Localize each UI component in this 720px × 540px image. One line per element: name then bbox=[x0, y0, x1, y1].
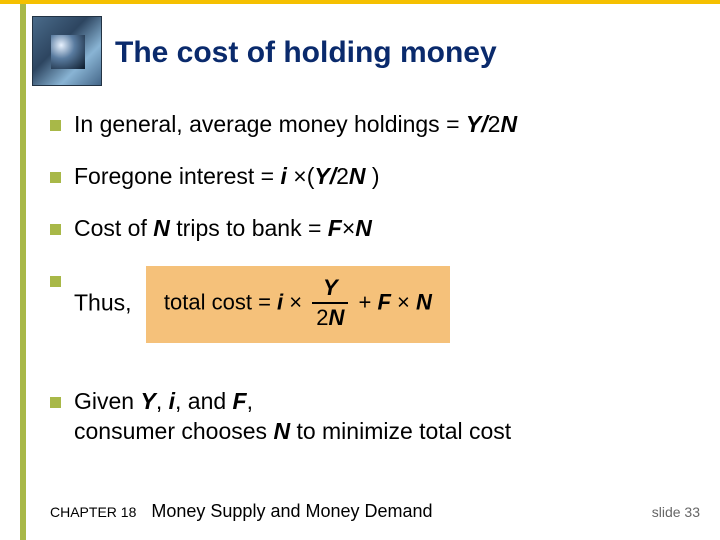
text: ×( bbox=[293, 163, 314, 189]
bullet-icon bbox=[50, 397, 61, 408]
text: × bbox=[342, 215, 355, 241]
text: Given bbox=[74, 388, 140, 414]
var: F bbox=[328, 215, 342, 241]
var: F bbox=[233, 388, 247, 414]
text: to minimize total cost bbox=[290, 418, 511, 444]
bullet-text: Cost of N trips to bank = F×N bbox=[74, 214, 372, 244]
var: N bbox=[355, 215, 372, 241]
bullet-text: Foregone interest = i ×(Y/2N ) bbox=[74, 162, 380, 192]
eq: = bbox=[252, 289, 277, 314]
slide-number: slide 33 bbox=[652, 504, 700, 520]
slide-label: slide bbox=[652, 504, 685, 520]
denominator: 2N bbox=[312, 304, 348, 333]
text: ) bbox=[372, 163, 380, 189]
op: × bbox=[391, 289, 416, 314]
bullet-text: Given Y, i, and F, consumer chooses N to… bbox=[74, 387, 511, 447]
text: 2 bbox=[488, 111, 501, 137]
op: × bbox=[283, 289, 308, 314]
slide-no: 33 bbox=[684, 504, 700, 520]
footer-left: CHAPTER 18 Money Supply and Money Demand bbox=[50, 501, 433, 522]
text: trips to bank = bbox=[170, 215, 328, 241]
bullet-3: Cost of N trips to bank = F×N bbox=[50, 214, 690, 244]
bullet-5: Given Y, i, and F, consumer chooses N to… bbox=[50, 387, 690, 447]
bullet-icon bbox=[50, 224, 61, 235]
var: N bbox=[500, 111, 517, 137]
var: N bbox=[273, 418, 290, 444]
var: N bbox=[153, 215, 170, 241]
text: 2 bbox=[316, 305, 328, 330]
content-area: In general, average money holdings = Y/2… bbox=[50, 110, 690, 469]
var: Y/ bbox=[314, 163, 336, 189]
formula-label: total cost bbox=[164, 289, 252, 314]
text: 2 bbox=[336, 163, 349, 189]
op: + bbox=[352, 289, 377, 314]
text: , bbox=[247, 388, 253, 414]
numerator: Y bbox=[312, 274, 348, 305]
corner-decorative-image bbox=[32, 16, 102, 86]
text: Cost of bbox=[74, 215, 153, 241]
var: N bbox=[416, 289, 432, 314]
var: Y bbox=[140, 388, 155, 414]
footer: CHAPTER 18 Money Supply and Money Demand… bbox=[50, 501, 700, 522]
bullet-icon bbox=[50, 276, 61, 287]
top-accent-bar bbox=[0, 0, 720, 4]
bullet-icon bbox=[50, 120, 61, 131]
bullet-1: In general, average money holdings = Y/2… bbox=[50, 110, 690, 140]
var: N bbox=[349, 163, 372, 189]
text: Foregone interest = bbox=[74, 163, 280, 189]
text: In general, average money holdings = bbox=[74, 111, 466, 137]
var: F bbox=[377, 289, 390, 314]
chapter-label: CHAPTER 18 bbox=[50, 504, 136, 520]
var: Y/ bbox=[466, 111, 488, 137]
bullet-text: In general, average money holdings = Y/2… bbox=[74, 110, 517, 140]
bullet-2: Foregone interest = i ×(Y/2N ) bbox=[50, 162, 690, 192]
var: N bbox=[329, 305, 345, 330]
formula-box: total cost = i × Y2N + F × N bbox=[146, 266, 450, 343]
bullet-4: Thus, total cost = i × Y2N + F × N bbox=[50, 266, 690, 343]
left-accent-bar bbox=[20, 4, 26, 540]
text: , and bbox=[175, 388, 233, 414]
fraction: Y2N bbox=[308, 274, 352, 333]
text: Thus, bbox=[74, 289, 132, 315]
var: i bbox=[280, 163, 293, 189]
chapter-subject: Money Supply and Money Demand bbox=[151, 501, 432, 521]
text: consumer chooses bbox=[74, 418, 273, 444]
bullet-icon bbox=[50, 172, 61, 183]
bullet-text: Thus, total cost = i × Y2N + F × N bbox=[74, 266, 450, 343]
text: , bbox=[156, 388, 169, 414]
slide-title: The cost of holding money bbox=[115, 36, 497, 70]
